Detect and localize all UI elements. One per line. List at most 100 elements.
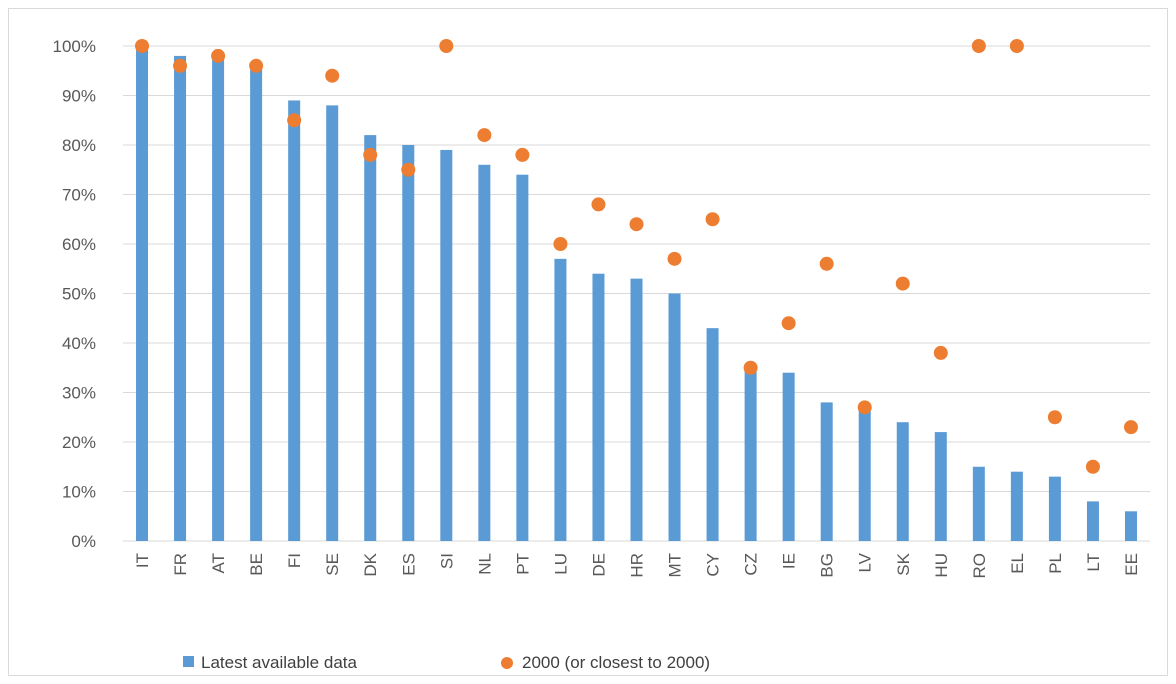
point — [135, 39, 150, 53]
x-tick-label: FR — [171, 553, 190, 576]
x-tick-label: HR — [628, 553, 647, 578]
x-tick-label: DE — [589, 553, 608, 577]
point — [933, 345, 948, 360]
x-tick-label: LU — [551, 553, 570, 575]
point — [781, 316, 796, 331]
x-tick-label: NL — [475, 553, 494, 575]
point — [819, 256, 834, 271]
bar — [136, 46, 149, 541]
x-tick-label: PT — [513, 553, 532, 575]
y-tick-label: 70% — [62, 186, 96, 205]
point — [1123, 420, 1138, 435]
y-tick-label: 100% — [53, 37, 96, 56]
point — [629, 217, 644, 232]
y-tick-label: 60% — [62, 235, 96, 254]
bar — [1086, 501, 1099, 541]
x-tick-label: MT — [666, 553, 685, 578]
point — [287, 113, 302, 128]
legend-label-latest: Latest available data — [201, 653, 357, 672]
bar — [364, 135, 377, 541]
point — [211, 48, 226, 63]
bar — [440, 149, 453, 541]
bar — [212, 55, 225, 542]
point — [401, 162, 416, 177]
bar — [858, 407, 871, 541]
x-tick-label: HU — [932, 553, 951, 578]
point — [591, 197, 606, 212]
y-axis-tick-labels: 0% 10% 20% 30% 40% 50% 60% 70% 80% 90% 100% — [53, 37, 96, 551]
x-tick-label: DK — [361, 552, 380, 576]
bar — [288, 100, 301, 541]
x-tick-label: PL — [1046, 553, 1065, 574]
x-tick-label: IT — [133, 553, 152, 568]
y-tick-label: 80% — [62, 136, 96, 155]
bar — [554, 258, 567, 541]
y-tick-label: 0% — [71, 532, 96, 551]
x-tick-label: SK — [894, 552, 913, 575]
point — [971, 39, 986, 53]
chart-frame — [8, 8, 1168, 676]
x-tick-label: LV — [856, 552, 875, 572]
bar — [592, 273, 605, 541]
x-tick-label: SI — [437, 553, 456, 569]
point — [743, 360, 758, 375]
x-axis-tick-labels: IT FR AT BE FI SE DK ES SI NL PT LU DE HR MT CY CZ IE BG LV… — [133, 552, 1141, 578]
x-tick-label: BE — [247, 553, 266, 576]
point — [1009, 39, 1024, 53]
bar — [174, 55, 187, 542]
point — [857, 400, 872, 415]
point — [325, 68, 340, 83]
points-2000 — [135, 39, 1138, 474]
bar — [1124, 511, 1137, 541]
bar — [326, 105, 339, 542]
point — [667, 251, 682, 266]
bar — [1010, 471, 1023, 541]
bar — [250, 65, 263, 542]
point — [1047, 410, 1062, 425]
bar — [1048, 476, 1061, 541]
y-tick-label: 40% — [62, 334, 96, 353]
y-tick-label: 20% — [62, 433, 96, 452]
y-tick-label: 50% — [62, 285, 96, 304]
x-tick-label: AT — [209, 553, 228, 573]
point — [515, 147, 530, 162]
point — [1085, 459, 1100, 474]
point — [439, 39, 454, 53]
point — [705, 212, 720, 227]
y-tick-label: 10% — [62, 483, 96, 502]
x-tick-label: FI — [285, 553, 304, 568]
x-tick-label: BG — [818, 553, 837, 578]
point — [895, 276, 910, 291]
bar — [744, 367, 757, 541]
point — [363, 147, 378, 162]
bar — [516, 174, 529, 541]
x-tick-label: ES — [399, 553, 418, 576]
x-tick-label: CZ — [742, 553, 761, 576]
x-tick-label: EE — [1122, 553, 1141, 576]
point — [477, 128, 492, 143]
bar — [706, 328, 719, 541]
bar — [896, 422, 909, 541]
x-tick-label: LT — [1084, 553, 1103, 572]
x-tick-label: IE — [780, 553, 799, 569]
bar — [934, 432, 947, 541]
legend-label-2000: 2000 (or closest to 2000) — [522, 653, 710, 672]
x-tick-label: CY — [704, 553, 723, 577]
legend-swatch-latest — [183, 656, 194, 667]
point — [249, 58, 264, 73]
bar — [478, 164, 491, 542]
bar — [668, 293, 681, 541]
x-tick-label: RO — [970, 553, 989, 579]
bar — [630, 278, 643, 541]
bar — [972, 466, 985, 541]
legend-swatch-2000 — [501, 657, 513, 669]
x-tick-label: EL — [1008, 553, 1027, 574]
bars-latest-available-data — [136, 46, 1137, 542]
bar — [782, 372, 795, 541]
point — [173, 58, 188, 73]
bar — [820, 402, 833, 541]
bar — [402, 145, 415, 541]
point — [553, 237, 568, 251]
x-tick-label: SE — [323, 553, 342, 576]
